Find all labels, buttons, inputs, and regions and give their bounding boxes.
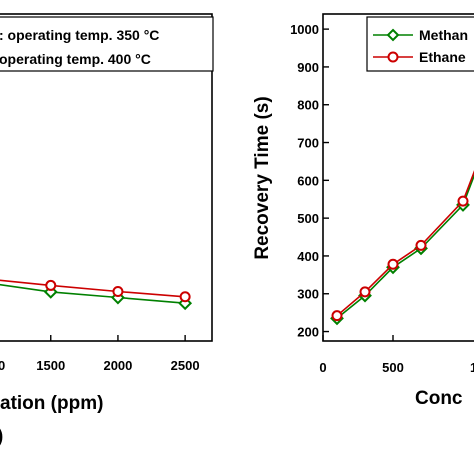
- right-series-2-point: [387, 258, 399, 270]
- left-x-tick-label: 1500: [36, 358, 65, 373]
- right-x-axis-title: Conc: [415, 388, 463, 409]
- left-series-2-point: [112, 285, 124, 297]
- right-axes-layer: 0 500 1 200 300 400 500 600 700 800 900 1000: [290, 22, 474, 375]
- right-series-2-line: [336, 170, 474, 317]
- left-panel: 1500 2000 2500 0 : operating temp. 350 °C o…: [0, 13, 214, 447]
- right-x-tick-label-partial: 1: [470, 360, 474, 375]
- right-series-layer: [330, 170, 474, 326]
- right-legend-entry-1: Methan: [419, 27, 468, 43]
- right-y-tick-label: 700: [297, 136, 319, 151]
- left-plot-frame: [0, 13, 213, 342]
- left-legend-entry-1: : operating temp. 350 °C: [0, 27, 159, 43]
- right-y-tick-label: 600: [297, 173, 319, 188]
- right-y-tick-label: 500: [297, 211, 319, 226]
- left-series-2-line: [0, 279, 186, 298]
- right-x-tick-label: 0: [319, 360, 326, 375]
- right-legend-box: [366, 16, 474, 72]
- right-y-tick-label: 1000: [290, 22, 319, 37]
- right-y-tick-label: 300: [297, 287, 319, 302]
- right-legend-entry-2: Ethane: [419, 49, 466, 65]
- left-axes-layer: 1500 2000 2500 0: [0, 335, 200, 373]
- right-y-tick-label: 800: [297, 98, 319, 113]
- right-series-2-point: [415, 239, 427, 251]
- right-x-tick-label: 500: [382, 360, 404, 375]
- right-series-1-line: [336, 173, 474, 319]
- right-series-2-point: [457, 195, 469, 207]
- right-legend: Methan Ethane: [366, 16, 474, 72]
- left-legend-box: [0, 16, 214, 72]
- left-x-tick-label-partial: 0: [0, 358, 5, 373]
- right-series-2-point: [331, 310, 343, 322]
- right-y-axis-title: Recovery Time (s): [252, 96, 273, 259]
- left-x-tick-label: 2500: [171, 358, 200, 373]
- left-legend: : operating temp. 350 °C operating temp.…: [0, 16, 214, 72]
- left-x-axis-title-line2: ): [0, 426, 3, 447]
- left-x-axis-title: ation (ppm): [0, 393, 103, 414]
- left-series-layer: [0, 279, 193, 311]
- left-series-1-line: [0, 283, 186, 304]
- left-series-2-point: [45, 279, 57, 291]
- right-series-2-point: [359, 286, 371, 298]
- left-legend-entry-2: operating temp. 400 °C: [0, 51, 151, 67]
- right-legend-marker-1: [386, 28, 400, 42]
- right-panel: 0 500 1 200 300 400 500 600 700 800 900 1000 Methan…: [252, 13, 474, 409]
- right-plot-frame: [322, 13, 474, 342]
- right-y-tick-label: 400: [297, 249, 319, 264]
- right-legend-marker-2: [387, 51, 399, 63]
- right-y-tick-label: 900: [297, 60, 319, 75]
- right-y-tick-label: 200: [297, 325, 319, 340]
- left-x-tick-label: 2000: [103, 358, 132, 373]
- left-series-2-point: [179, 291, 191, 303]
